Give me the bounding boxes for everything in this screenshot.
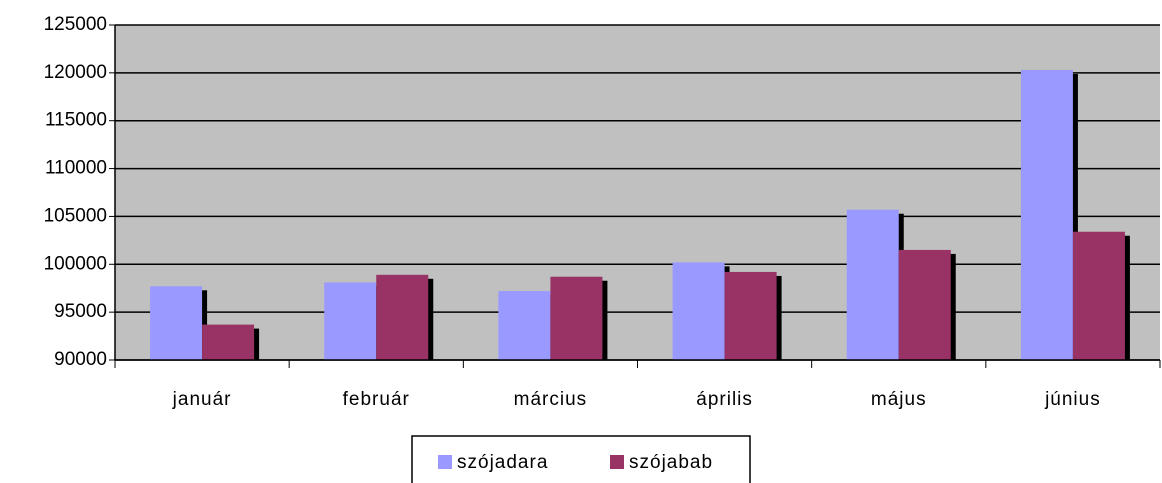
bar xyxy=(724,271,777,360)
x-tick-label: június xyxy=(1044,389,1101,410)
y-tick-label: 125000 xyxy=(44,14,107,35)
bar xyxy=(1072,231,1125,360)
bar xyxy=(1020,69,1073,360)
legend-swatch xyxy=(610,455,624,469)
y-tick-label: 115000 xyxy=(45,110,107,131)
y-tick-label: 95000 xyxy=(54,301,107,322)
legend-box xyxy=(411,435,751,483)
bar xyxy=(672,262,725,360)
legend-swatch xyxy=(438,455,452,469)
bar xyxy=(202,324,255,360)
bar xyxy=(898,249,951,360)
bar xyxy=(150,286,203,360)
bar xyxy=(550,276,603,360)
y-tick-label: 120000 xyxy=(44,62,107,83)
bar xyxy=(376,274,429,360)
y-tick-label: 100000 xyxy=(44,253,107,274)
y-tick-label: 110000 xyxy=(45,158,107,179)
x-tick-label: január xyxy=(172,389,232,410)
x-tick-label: február xyxy=(343,389,410,410)
bar xyxy=(324,282,377,360)
plot-area xyxy=(115,25,1160,360)
legend-label: szójadara xyxy=(457,452,548,473)
y-tick-label: 105000 xyxy=(44,205,107,226)
x-tick-label: március xyxy=(514,389,588,410)
x-tick-label: április xyxy=(696,389,753,410)
bar xyxy=(498,291,551,360)
x-tick-label: május xyxy=(871,389,927,410)
legend-label: szójabab xyxy=(629,452,713,473)
y-tick-label: 90000 xyxy=(54,349,107,370)
bar xyxy=(846,209,899,360)
